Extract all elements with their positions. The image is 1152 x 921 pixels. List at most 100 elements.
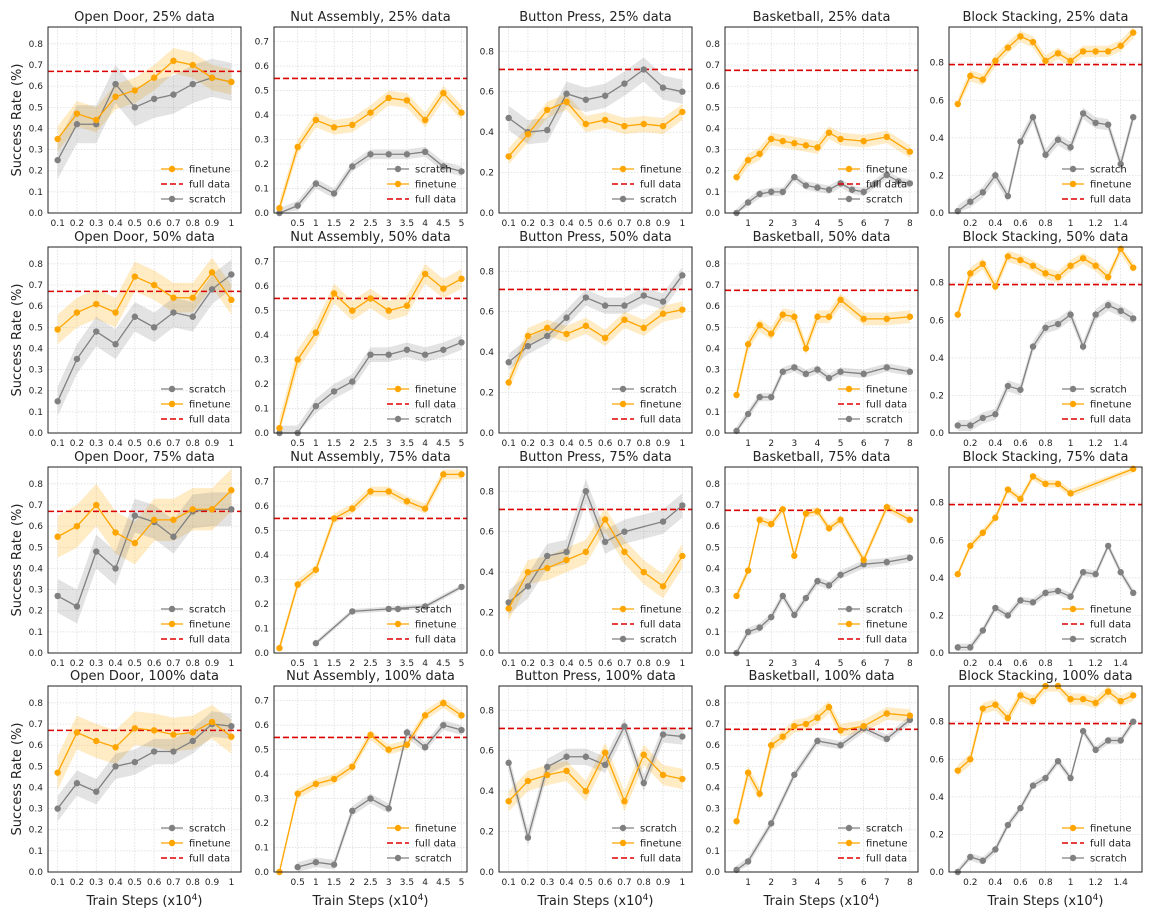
finetune-point xyxy=(679,552,686,560)
y-tick-label: 0.2 xyxy=(930,611,944,621)
finetune-point xyxy=(505,798,512,805)
legend-label: full data xyxy=(1090,839,1131,850)
y-tick-label: 0.7 xyxy=(29,720,43,730)
legend-scratch-marker xyxy=(394,165,402,173)
y-tick-label: 0.7 xyxy=(706,281,720,291)
x-tick-label: 1 xyxy=(313,878,319,888)
finetune-band xyxy=(736,700,910,828)
y-tick-label: 0.1 xyxy=(29,628,43,638)
scratch-band xyxy=(736,363,910,433)
x-tick-label: 0.9 xyxy=(205,878,220,888)
scratch-point xyxy=(150,748,158,755)
finetune-point xyxy=(93,116,100,124)
y-tick-label: 0.6 xyxy=(706,82,721,92)
y-tick-label: 0.1 xyxy=(706,188,720,198)
finetune-point xyxy=(906,516,914,524)
plot-frame xyxy=(948,685,1143,873)
scratch-point xyxy=(1092,119,1099,127)
y-tick-label: 0.6 xyxy=(930,755,945,765)
subplot-title: Basketball, 100% data xyxy=(748,669,894,684)
scratch-point xyxy=(403,151,411,158)
x-tick-label: 1 xyxy=(745,878,751,888)
scratch-point xyxy=(1092,311,1099,318)
y-tick-label: 0.6 xyxy=(29,741,44,751)
plot-frame xyxy=(724,246,919,434)
legend-label: scratch xyxy=(640,385,677,396)
subplot-title: Button Press, 75% data xyxy=(519,450,671,465)
finetune-point xyxy=(54,326,61,333)
scratch-point xyxy=(208,286,216,293)
legend-scratch-marker xyxy=(394,605,402,613)
scratch-point xyxy=(367,351,374,358)
scratch-point xyxy=(814,184,821,191)
y-axis-label: Success Rate (%) xyxy=(10,64,25,177)
scratch-line xyxy=(508,68,683,133)
scratch-point xyxy=(131,313,139,320)
y-tick-label: 0.0 xyxy=(480,429,495,439)
subplot-title: Button Press, 100% data xyxy=(515,669,676,684)
scratch-point xyxy=(421,351,429,358)
x-tick-label: 0.1 xyxy=(50,878,64,888)
legend-scratch-marker xyxy=(394,854,402,862)
finetune-point xyxy=(385,94,392,102)
x-tick-label: 0.9 xyxy=(656,219,671,229)
finetune-point xyxy=(802,510,810,517)
finetune-point xyxy=(1079,255,1087,262)
plot-area xyxy=(499,686,692,872)
x-tick-label: 5 xyxy=(459,439,465,449)
scratch-point xyxy=(458,339,465,346)
scratch-point xyxy=(883,558,890,566)
y-tick-label: 0.7 xyxy=(29,501,43,511)
finetune-point xyxy=(54,769,61,776)
y-tick-label: 0.4 xyxy=(930,354,945,364)
finetune-point xyxy=(170,516,177,524)
legend-label: scratch xyxy=(415,165,452,176)
finetune-band xyxy=(957,247,1134,321)
x-tick-label: 4.5 xyxy=(436,878,450,888)
finetune-point xyxy=(505,605,512,612)
scratch-band xyxy=(957,717,1134,872)
y-tick-label: 0.3 xyxy=(255,576,269,586)
x-tick-label: 5 xyxy=(838,878,844,888)
x-tick-label: 0.7 xyxy=(617,219,631,229)
scratch-point xyxy=(112,80,119,88)
subplot-2: Button Press, 25% data 0.0 0.2 0.4 0.6 0.8 0.1… xyxy=(480,10,693,229)
plot-frame xyxy=(498,466,693,654)
legend-label: finetune xyxy=(189,165,231,176)
y-tick-label: 0.5 xyxy=(29,323,43,333)
legend-scratch-marker xyxy=(168,824,176,832)
finetune-point xyxy=(1054,480,1062,488)
scratch-point xyxy=(312,402,320,410)
y-tick-label: 0.4 xyxy=(706,124,721,134)
y-tick-label: 0.1 xyxy=(706,847,720,857)
x-tick-label: 5 xyxy=(838,439,844,449)
finetune-point xyxy=(349,505,356,512)
subplot-title: Open Door, 25% data xyxy=(74,10,215,25)
subplot-10: Open Door, 75% data 0.0 0.1 0.2 0.3 0.4 0.5 0.6… xyxy=(29,450,242,669)
legend-scratch-marker xyxy=(619,635,627,643)
finetune-point xyxy=(791,722,798,730)
legend-label: full data xyxy=(415,839,456,850)
y-tick-label: 0.8 xyxy=(930,499,945,509)
finetune-point xyxy=(131,725,139,732)
x-tick-label: 0.4 xyxy=(988,439,1003,449)
finetune-point xyxy=(294,356,301,363)
y-tick-label: 0.0 xyxy=(930,209,945,219)
finetune-point xyxy=(403,741,411,748)
y-tick-label: 0.0 xyxy=(255,429,270,439)
x-tick-label: 8 xyxy=(907,878,913,888)
subplot-title: Block Stacking, 50% data xyxy=(963,230,1129,245)
finetune-point xyxy=(582,120,590,128)
finetune-point xyxy=(640,751,647,758)
finetune-point xyxy=(1067,57,1074,65)
finetune-point xyxy=(659,122,667,130)
scratch-point xyxy=(848,186,856,193)
scratch-band xyxy=(57,711,232,822)
finetune-point xyxy=(421,270,429,278)
finetune-point xyxy=(837,135,844,143)
scratch-point xyxy=(967,198,974,205)
x-tick-label: 1 xyxy=(679,219,685,229)
x-tick-label: 0.8 xyxy=(186,878,201,888)
subplot-title: Basketball, 75% data xyxy=(753,450,891,465)
scratch-point xyxy=(791,771,798,778)
